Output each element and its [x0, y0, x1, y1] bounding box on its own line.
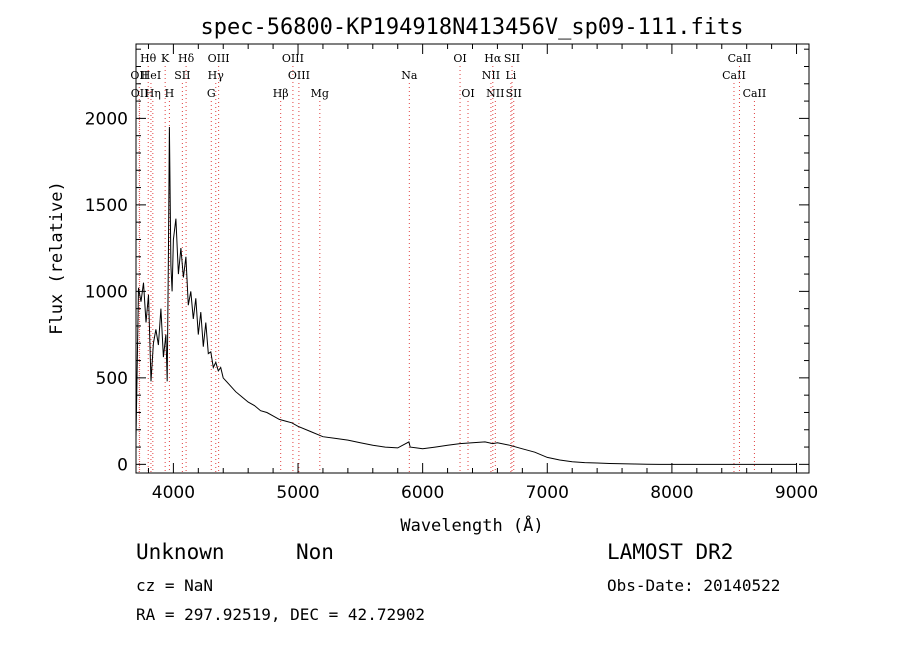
cz-label: cz = NaN: [136, 576, 214, 595]
obs-date-label: Obs-Date: 20140522: [607, 576, 781, 595]
y-tick-label: 2000: [85, 109, 128, 129]
spectral-line-label: OI: [461, 87, 474, 100]
x-tick-label: 8000: [650, 483, 693, 503]
spectral-line-label: CaII: [722, 69, 746, 82]
x-tick-label: 9000: [775, 483, 818, 503]
spectral-line-label: Hβ: [273, 87, 289, 100]
x-tick-label: 7000: [526, 483, 569, 503]
spectral-line-label: G: [207, 87, 216, 100]
spectral-line-label: SII: [174, 69, 190, 82]
plot-frame: [135, 43, 810, 474]
class-label: Unknown: [136, 540, 225, 564]
spectral-line-label: SII: [504, 52, 520, 65]
subclass-label: Non: [296, 540, 334, 564]
spectral-line-label: OIII: [282, 52, 304, 65]
spectral-line-label: CaII: [728, 52, 752, 65]
spectral-line-label: Hθ: [140, 52, 157, 65]
survey-label: LAMOST DR2: [607, 540, 734, 564]
coordinates-label: RA = 297.92519, DEC = 42.72902: [136, 605, 425, 624]
spectral-lines: OIIOIIHθHeIHηKHHδSIIGHγOIIIHβOIIIOIIIMgN…: [130, 52, 766, 473]
spectral-line-label: Hγ: [208, 69, 225, 82]
x-tick-label: 4000: [152, 483, 195, 503]
spectral-line-label: HeI: [141, 69, 161, 82]
spectral-line-label: OII: [131, 87, 149, 100]
x-axis-label: Wavelength (Å): [400, 514, 543, 536]
spectral-line-label: H: [165, 87, 175, 100]
spectral-line-label: NII: [482, 69, 500, 82]
y-tick-label: 500: [96, 369, 128, 389]
spectral-line-label: Li: [505, 69, 516, 82]
spectral-line-label: OI: [453, 52, 466, 65]
x-tick-label: 6000: [401, 483, 444, 503]
spectral-line-label: Na: [401, 69, 418, 82]
x-tick-label: 5000: [276, 483, 319, 503]
spectral-line-label: OII: [130, 69, 148, 82]
spectral-line-label: CaII: [743, 87, 767, 100]
spectral-line-label: K: [161, 52, 170, 65]
y-tick-label: 1000: [85, 282, 128, 302]
y-tick-label: 0: [117, 455, 128, 475]
spectral-line-label: OIII: [208, 52, 230, 65]
y-tick-label: 1500: [85, 196, 128, 216]
spectral-line-label: Hδ: [178, 52, 195, 65]
y-axis-label: Flux (relative): [47, 181, 67, 335]
spectral-line-label: Hη: [145, 87, 161, 100]
spectral-line-label: Mg: [311, 87, 329, 100]
spectral-line-label: NII: [486, 87, 504, 100]
axis-ticks: 4000 5000 6000 7000 8000 9000 0 500 1000 1500 2000: [85, 44, 818, 503]
spectrum-line: [135, 126, 797, 465]
chart-title: spec-56800-KP194918N413456V_sp09-111.fit…: [200, 15, 743, 40]
spectral-line-label: Hα: [484, 52, 502, 65]
spectral-line-label: SII: [506, 87, 522, 100]
spectral-line-label: OIII: [288, 69, 310, 82]
